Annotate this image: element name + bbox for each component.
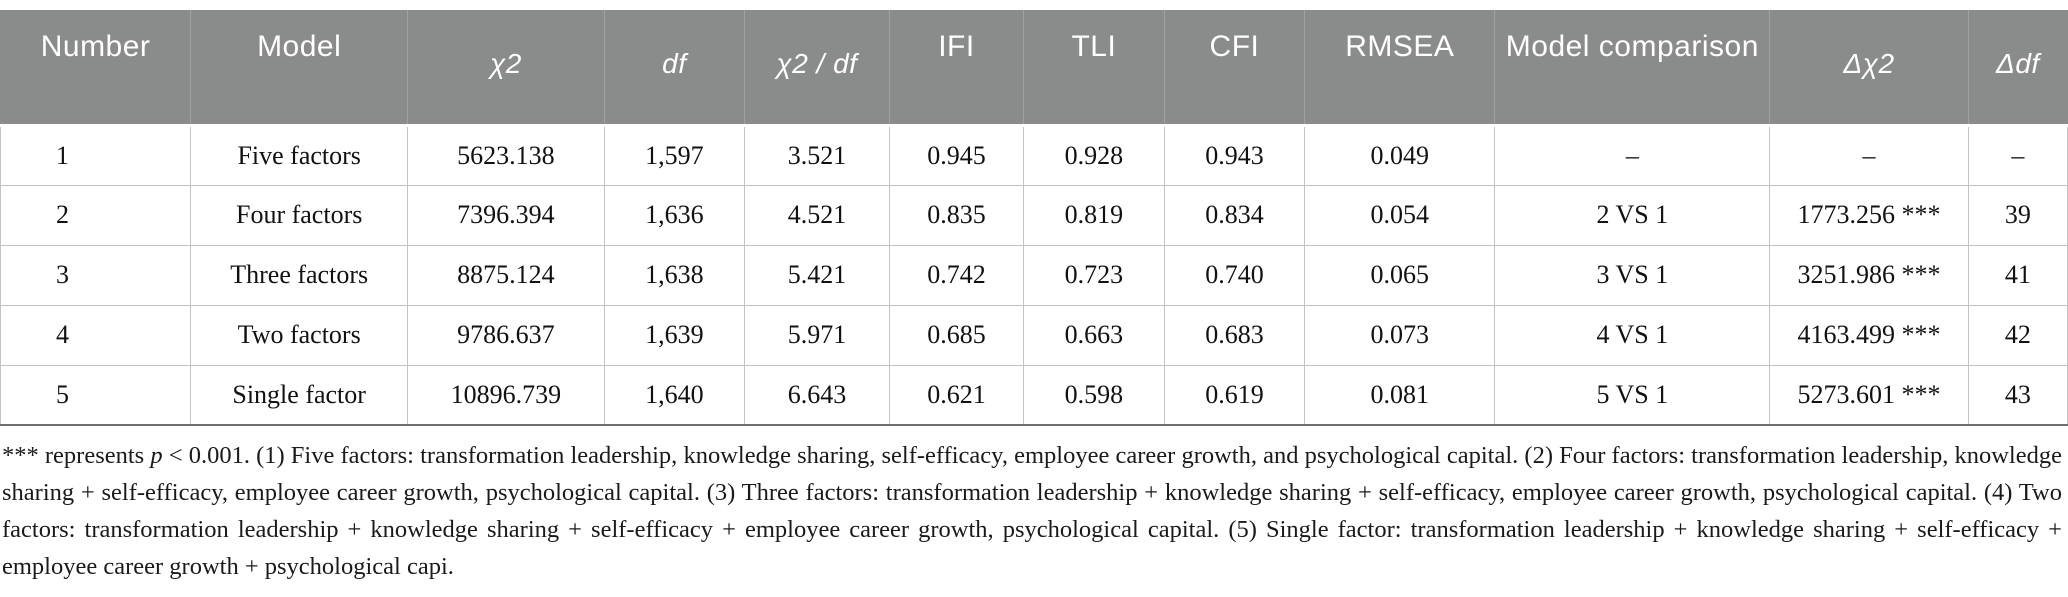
table-cell: 0.819 xyxy=(1023,184,1165,246)
col-header-model: Model xyxy=(190,10,409,127)
table-cell: 2 VS 1 xyxy=(1494,184,1771,246)
table-cell: 0.619 xyxy=(1163,364,1306,426)
table-cell: Five factors xyxy=(190,124,409,186)
table-cell: 5 xyxy=(0,364,192,426)
table-cell: 9786.637 xyxy=(407,304,605,366)
table-cell: – xyxy=(1967,124,2068,186)
table-cell: 0.054 xyxy=(1304,184,1496,246)
table-cell: 3 VS 1 xyxy=(1494,244,1771,306)
table-cell: 2 xyxy=(0,184,192,246)
table-cell: Three factors xyxy=(190,244,409,306)
col-header-delta-chi2: Δχ2 xyxy=(1769,10,1969,127)
col-header-tli: TLI xyxy=(1023,10,1165,127)
table-row: 3 Three factors 8875.124 1,638 5.421 0.742 0.7… xyxy=(0,244,2068,306)
table-cell: 0.723 xyxy=(1023,244,1165,306)
table-cell: 5273.601 *** xyxy=(1769,364,1969,426)
table-cell: 0.073 xyxy=(1304,304,1496,366)
table-cell: 1,597 xyxy=(603,124,746,186)
table-cell: 0.835 xyxy=(888,184,1025,246)
col-header-model-comparison: Model comparison xyxy=(1494,10,1771,127)
table-cell: 1773.256 *** xyxy=(1769,184,1969,246)
header-row: Number Model χ2 df χ2 / df IFI TLI CFI R… xyxy=(0,10,2068,127)
table-cell: 0.065 xyxy=(1304,244,1496,306)
table-cell: 0.081 xyxy=(1304,364,1496,426)
table-cell: – xyxy=(1494,124,1771,186)
table-cell: 6.643 xyxy=(744,364,890,426)
table-cell: 0.740 xyxy=(1163,244,1306,306)
table-cell: 39 xyxy=(1967,184,2068,246)
table-cell: 3.521 xyxy=(744,124,890,186)
table-row: 1 Five factors 5623.138 1,597 3.521 0.945 0.92… xyxy=(0,124,2068,186)
table-cell: Single factor xyxy=(190,364,409,426)
table-cell: 1 xyxy=(0,124,192,186)
col-header-chi2-df: χ2 / df xyxy=(744,10,890,127)
table-cell: 5623.138 xyxy=(407,124,605,186)
col-header-number: Number xyxy=(0,10,192,127)
table-cell: 1,639 xyxy=(603,304,746,366)
table-cell: 1,640 xyxy=(603,364,746,426)
footnote-p-symbol: p xyxy=(150,442,163,469)
table-cell: Four factors xyxy=(190,184,409,246)
table-row: 2 Four factors 7396.394 1,636 4.521 0.835 0.81… xyxy=(0,184,2068,246)
table-cell: 10896.739 xyxy=(407,364,605,426)
footnote-prefix: *** represents xyxy=(2,442,151,469)
footnote-rest: < 0.001. (1) Five factors: transformatio… xyxy=(2,442,2062,580)
table-cell: 0.621 xyxy=(888,364,1025,426)
table-cell: 0.049 xyxy=(1304,124,1496,186)
table-cell: 0.685 xyxy=(888,304,1025,366)
table-cell: 0.683 xyxy=(1163,304,1306,366)
table-cell: 43 xyxy=(1967,364,2068,426)
table-row: 5 Single factor 10896.739 1,640 6.643 0.621 0.… xyxy=(0,364,2068,426)
table-cell: 5 VS 1 xyxy=(1494,364,1771,426)
col-header-chi2: χ2 xyxy=(407,10,605,127)
table-cell: 3251.986 *** xyxy=(1769,244,1969,306)
table-cell: 5.421 xyxy=(744,244,890,306)
table-cell: 1,638 xyxy=(603,244,746,306)
table-cell: 4 xyxy=(0,304,192,366)
table-cell: 0.943 xyxy=(1163,124,1306,186)
table-cell: 0.598 xyxy=(1023,364,1165,426)
table-cell: 0.834 xyxy=(1163,184,1306,246)
table-cell: 1,636 xyxy=(603,184,746,246)
table-cell: Two factors xyxy=(190,304,409,366)
col-header-rmsea: RMSEA xyxy=(1304,10,1496,127)
table-cell: 0.742 xyxy=(888,244,1025,306)
table-cell: 4.521 xyxy=(744,184,890,246)
table-cell: – xyxy=(1769,124,1969,186)
col-header-cfi: CFI xyxy=(1163,10,1306,127)
table-header: Number Model χ2 df χ2 / df IFI TLI CFI R… xyxy=(0,10,2068,127)
table-row: 4 Two factors 9786.637 1,639 5.971 0.685 0.663… xyxy=(0,304,2068,366)
table-body: 1 Five factors 5623.138 1,597 3.521 0.945 0.92… xyxy=(0,124,2068,426)
table-cell: 0.928 xyxy=(1023,124,1165,186)
table-cell: 5.971 xyxy=(744,304,890,366)
table-cell: 41 xyxy=(1967,244,2068,306)
table-cell: 4 VS 1 xyxy=(1494,304,1771,366)
table-cell: 0.945 xyxy=(888,124,1025,186)
table-cell: 4163.499 *** xyxy=(1769,304,1969,366)
col-header-ifi: IFI xyxy=(888,10,1025,127)
table-cell: 3 xyxy=(0,244,192,306)
table-cell: 8875.124 xyxy=(407,244,605,306)
table-cell: 7396.394 xyxy=(407,184,605,246)
table-cell: 0.663 xyxy=(1023,304,1165,366)
model-fit-table: Number Model χ2 df χ2 / df IFI TLI CFI R… xyxy=(0,10,2068,426)
footnote: *** represents p < 0.001. (1) Five facto… xyxy=(2,437,2062,585)
col-header-delta-df: Δdf xyxy=(1967,10,2068,127)
col-header-df: df xyxy=(603,10,746,127)
table-cell: 42 xyxy=(1967,304,2068,366)
